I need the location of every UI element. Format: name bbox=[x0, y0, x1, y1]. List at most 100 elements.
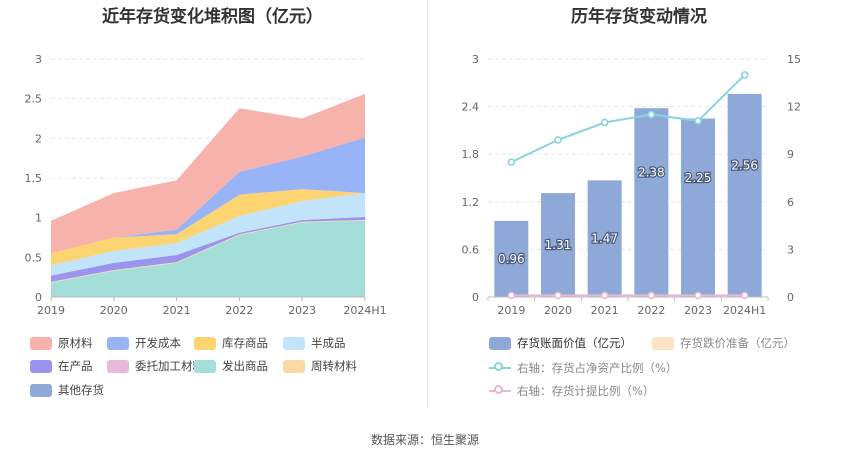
legend-label: 原材料 bbox=[58, 336, 93, 350]
right-x-tick-label: 2024H1 bbox=[723, 304, 766, 317]
left-y-tick-label: 0 bbox=[35, 291, 42, 304]
right-y2-tick-label: 3 bbox=[787, 243, 794, 256]
legend-item-委托加工材料[interactable]: 委托加工材料 bbox=[107, 358, 204, 374]
legend-swatch bbox=[652, 336, 674, 350]
legend-item-库存商品[interactable]: 库存商品 bbox=[194, 335, 268, 351]
legend-swatch bbox=[107, 359, 129, 373]
bar-value-label: 2.25 bbox=[685, 171, 712, 185]
inventory-bar bbox=[494, 220, 529, 297]
legend-label: 存货账面价值（亿元） bbox=[517, 336, 632, 350]
area-在产品 bbox=[51, 216, 365, 282]
legend-line-swatch bbox=[489, 361, 511, 375]
provision-ratio-point bbox=[694, 291, 702, 300]
legend-item-周转材料[interactable]: 周转材料 bbox=[283, 358, 357, 374]
legend-label: 右轴：存货计提比例（%） bbox=[517, 384, 655, 398]
legend-item-在产品[interactable]: 在产品 bbox=[30, 358, 93, 374]
left-x-tick-label: 2020 bbox=[100, 304, 128, 317]
net-asset-ratio-point bbox=[554, 136, 562, 144]
right-y2-tick-label: 9 bbox=[787, 148, 794, 161]
right-chart-title: 历年存货变动情况 bbox=[571, 7, 707, 27]
legend-swatch bbox=[194, 336, 216, 350]
net-asset-ratio-point bbox=[507, 158, 516, 166]
legend-swatch bbox=[30, 383, 52, 397]
area-库存商品 bbox=[51, 189, 365, 266]
legend-label: 周转材料 bbox=[311, 359, 357, 373]
legend-swatch bbox=[30, 359, 52, 373]
legend-label: 开发成本 bbox=[135, 336, 181, 350]
right-y2-tick-label: 6 bbox=[787, 196, 794, 209]
right-y2-tick-label: 0 bbox=[787, 291, 794, 304]
provision-ratio-point bbox=[740, 291, 749, 300]
right-legend-item[interactable]: 存货跌价准备（亿元） bbox=[652, 335, 795, 351]
left-y-tick-label: 3 bbox=[35, 53, 42, 66]
area-周转材料 bbox=[51, 220, 365, 283]
right-y2-tick-label: 15 bbox=[787, 53, 801, 66]
left-x-tick-label: 2023 bbox=[288, 304, 316, 317]
data-source-note: 数据来源：恒生聚源 bbox=[370, 433, 479, 447]
bar-value-label: 2.56 bbox=[731, 158, 758, 172]
inventory-bar bbox=[634, 108, 669, 297]
inventory-bar bbox=[541, 193, 575, 297]
legend-label: 存货跌价准备（亿元） bbox=[680, 336, 795, 350]
inventory-bar bbox=[727, 93, 762, 297]
left-y-tick-label: 1.5 bbox=[25, 172, 43, 185]
legend-item-发出商品[interactable]: 发出商品 bbox=[194, 358, 268, 374]
right-y-tick-label: 3 bbox=[472, 53, 479, 66]
panel-divider bbox=[427, 0, 428, 408]
legend-swatch bbox=[30, 336, 52, 350]
inventory-bar bbox=[681, 118, 715, 297]
legend-swatch bbox=[283, 336, 305, 350]
bar-value-label: 1.47 bbox=[591, 232, 618, 246]
left-x-tick-label: 2022 bbox=[225, 304, 253, 317]
legend-swatch bbox=[489, 336, 511, 350]
bar-value-label: 1.31 bbox=[545, 238, 572, 252]
bar-value-label: 0.96 bbox=[498, 252, 525, 266]
left-y-tick-label: 2.5 bbox=[25, 93, 43, 106]
right-legend-item[interactable]: 右轴：存货计提比例（%） bbox=[489, 383, 654, 399]
right-legend-item[interactable]: 右轴：存货占净资产比例（%） bbox=[489, 360, 677, 376]
left-chart-title: 近年存货变化堆积图（亿元） bbox=[102, 7, 323, 27]
right-y-tick-label: 1.8 bbox=[462, 148, 480, 161]
legend-item-开发成本[interactable]: 开发成本 bbox=[107, 335, 181, 351]
right-x-tick-label: 2020 bbox=[544, 304, 572, 317]
legend-label: 库存商品 bbox=[222, 336, 268, 350]
provision-ratio-point bbox=[647, 291, 656, 300]
legend-item-其他存货[interactable]: 其他存货 bbox=[30, 382, 104, 398]
right-x-tick-label: 2022 bbox=[637, 304, 665, 317]
provision-ratio-point bbox=[600, 291, 609, 300]
area-原材料 bbox=[51, 93, 365, 254]
right-x-tick-label: 2019 bbox=[497, 304, 525, 317]
legend-item-半成品[interactable]: 半成品 bbox=[283, 335, 346, 351]
net-asset-ratio-point bbox=[600, 118, 609, 127]
stacked-area-chart: 0 0.5 1 1.5 2 2.5 3 2019 2020 2021 2022 2023 2024H1 bbox=[25, 53, 387, 317]
right-y-tick-label: 2.4 bbox=[462, 101, 480, 114]
right-y-tick-label: 0.6 bbox=[462, 243, 480, 256]
left-x-tick-label: 2019 bbox=[37, 304, 65, 317]
net-asset-ratio-point bbox=[740, 71, 749, 79]
right-y2-tick-label: 12 bbox=[787, 101, 801, 114]
net-asset-ratio-point bbox=[647, 110, 656, 119]
right-legend-item[interactable]: 存货账面价值（亿元） bbox=[489, 335, 632, 351]
left-y-tick-label: 2 bbox=[35, 132, 42, 145]
bar-value-label: 2.38 bbox=[638, 166, 665, 180]
right-y-tick-label: 1.2 bbox=[462, 196, 480, 209]
left-y-tick-label: 0.5 bbox=[25, 251, 43, 264]
right-x-tick-label: 2023 bbox=[684, 304, 712, 317]
area-发出商品 bbox=[51, 220, 365, 297]
legend-label: 发出商品 bbox=[222, 359, 268, 373]
legend-swatch bbox=[107, 336, 129, 350]
legend-label: 其他存货 bbox=[58, 383, 104, 397]
left-x-tick-label: 2024H1 bbox=[343, 304, 386, 317]
inventory-bar bbox=[587, 180, 622, 297]
left-x-tick-label: 2021 bbox=[163, 304, 191, 317]
bar-line-chart: 0 0.6 1.2 1.8 2.4 3 0 3 6 9 12 15 0.96 1.31 1.47 2.38 2.… bbox=[462, 53, 802, 317]
net-asset-ratio-line bbox=[510, 74, 746, 164]
legend-label: 在产品 bbox=[58, 359, 93, 373]
right-x-tick-label: 2021 bbox=[591, 304, 619, 317]
legend-label: 半成品 bbox=[311, 336, 346, 350]
legend-swatch bbox=[283, 359, 305, 373]
left-y-tick-label: 1 bbox=[35, 212, 42, 225]
area-开发成本 bbox=[51, 137, 365, 254]
legend-item-原材料[interactable]: 原材料 bbox=[30, 335, 93, 351]
legend-line-swatch bbox=[489, 384, 511, 398]
